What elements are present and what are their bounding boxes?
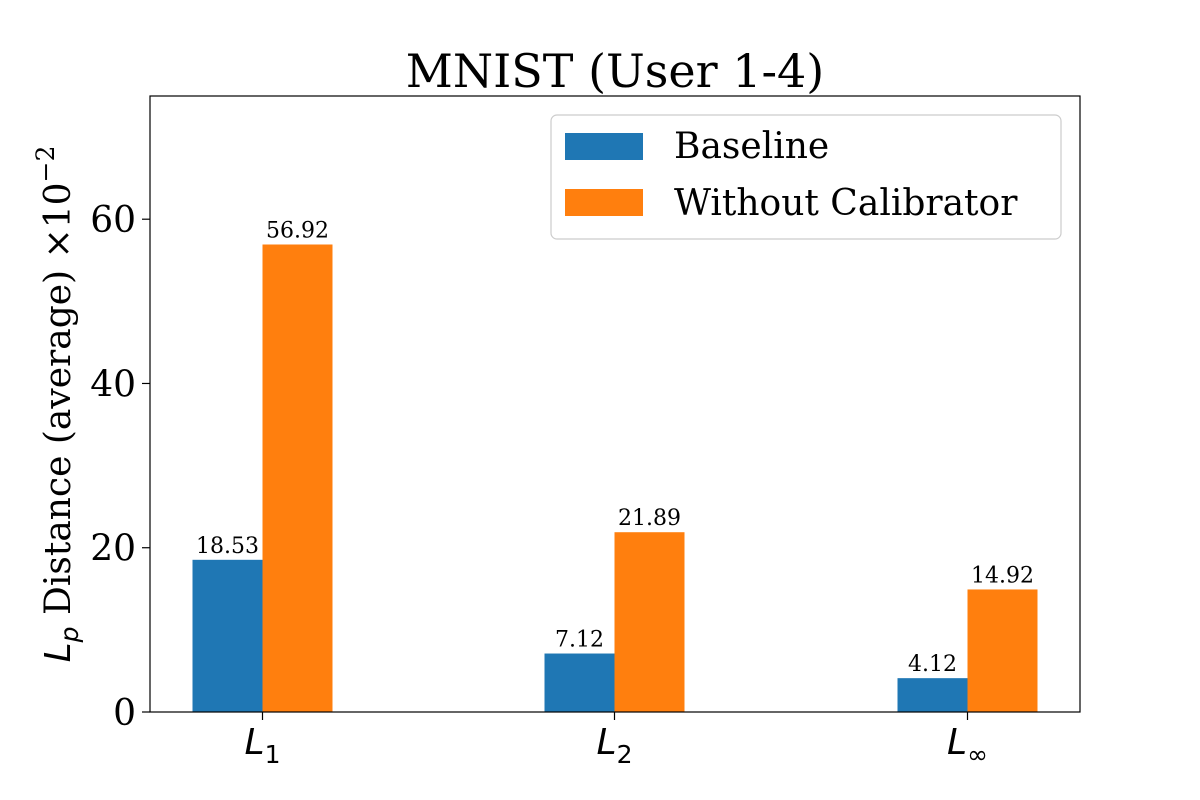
bar-without-calibrator-0	[262, 244, 333, 712]
x-tick-label-0: L1	[245, 722, 281, 769]
x-axis: L1 L2 L∞	[245, 712, 988, 769]
bar-value-label-baseline-1: 7.12	[555, 628, 604, 653]
legend-label-baseline: Baseline	[674, 126, 829, 167]
bar-without-calibrator-2	[967, 589, 1038, 712]
legend: Baseline Without Calibrator	[550, 114, 1062, 240]
legend-label-without-calibrator: Without Calibrator	[674, 183, 1018, 224]
x-tick-label-2: L∞	[947, 722, 988, 769]
x-tick-label-1: L2	[597, 722, 633, 769]
bars	[192, 244, 1038, 712]
legend-box	[550, 114, 1062, 240]
bar-value-label-without-calibrator-0: 56.92	[266, 218, 329, 243]
chart-title: MNIST (User 1-4)	[406, 44, 825, 98]
y-tick-label-0: 0	[113, 693, 136, 734]
bar-labels: 18.53 7.12 4.12 56.92 21.89 14.92	[196, 218, 1034, 677]
y-label-rest: Distance (average) ×10	[38, 182, 79, 626]
plot-frame	[149, 95, 1081, 713]
bar-without-calibrator-1	[614, 532, 685, 712]
bar-baseline-1	[544, 653, 615, 712]
bar-value-label-baseline-2: 4.12	[908, 652, 957, 677]
svg-text:Lp Distance (average) ×10−2: Lp Distance (average) ×10−2	[31, 146, 84, 663]
y-axis: 0 20 40 60	[90, 200, 150, 734]
y-label-sup: −2	[31, 146, 60, 183]
y-label-main: L	[38, 642, 79, 662]
legend-swatch-without-calibrator	[565, 189, 643, 216]
y-tick-label-3: 60	[90, 200, 136, 241]
y-axis-label: Lp Distance (average) ×10−2	[31, 146, 84, 663]
y-label-sub: p	[55, 626, 84, 643]
bar-baseline-2	[897, 678, 968, 712]
bar-value-label-without-calibrator-1: 21.89	[618, 506, 681, 531]
y-tick-label-1: 20	[90, 529, 136, 570]
bar-value-label-baseline-0: 18.53	[196, 534, 259, 559]
bar-value-label-without-calibrator-2: 14.92	[971, 563, 1034, 588]
bar-baseline-0	[192, 559, 263, 712]
y-tick-label-2: 40	[90, 364, 136, 405]
legend-swatch-baseline	[565, 133, 643, 160]
